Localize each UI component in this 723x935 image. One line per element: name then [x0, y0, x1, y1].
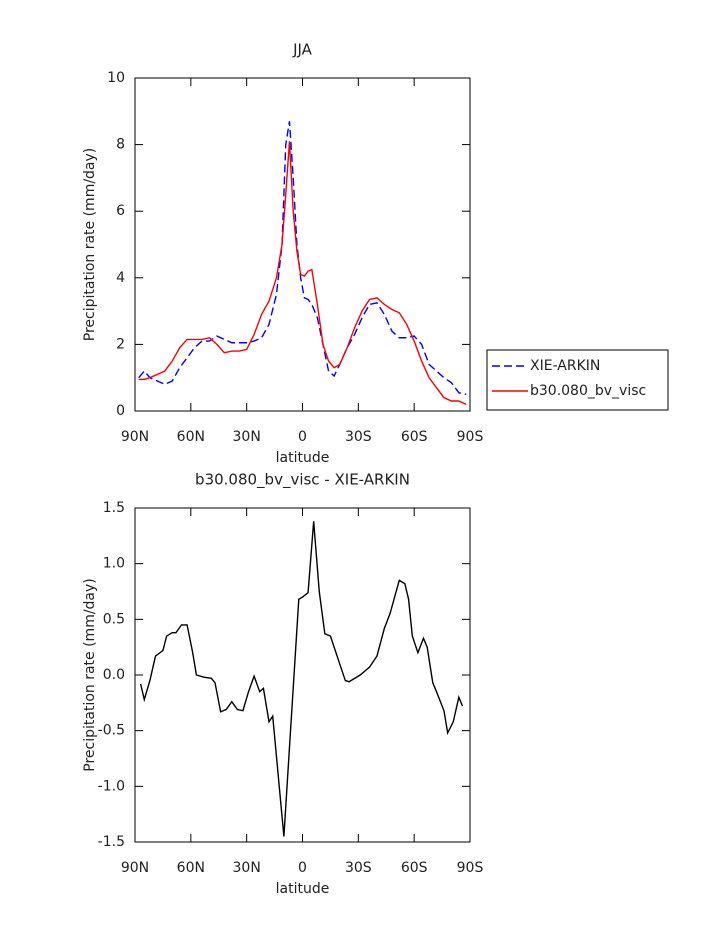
x-tick-label: 90N: [121, 860, 149, 876]
x-tick-label: 60N: [177, 860, 205, 876]
y-tick-label: 2: [116, 336, 125, 352]
data-line: [138, 121, 467, 396]
y-tick-label: 4: [116, 270, 125, 286]
y-tick-label: 10: [107, 70, 125, 86]
x-tick-label: 90S: [457, 860, 484, 876]
chart-title: JJA: [292, 41, 313, 59]
legend-label: b30.080_bv_visc: [530, 383, 646, 399]
x-axis-label: latitude: [276, 881, 330, 897]
y-tick-label: 0.5: [103, 611, 125, 627]
plot-frame: [134, 507, 471, 843]
y-tick-label: -0.5: [98, 723, 125, 739]
x-tick-label: 90S: [457, 429, 484, 445]
x-tick-label: 0: [298, 860, 307, 876]
y-tick-label: 1.0: [103, 556, 125, 572]
x-tick-label: 30N: [233, 429, 261, 445]
x-tick-label: 30S: [345, 860, 372, 876]
x-axis-label: latitude: [276, 450, 330, 466]
chart-title: b30.080_bv_visc - XIE-ARKIN: [195, 471, 410, 490]
x-tick-label: 0: [298, 429, 307, 445]
y-tick-label: -1.0: [98, 778, 125, 794]
y-tick-label: 8: [116, 137, 125, 153]
data-line: [139, 521, 464, 837]
legend-label: XIE-ARKIN: [530, 358, 600, 374]
x-tick-label: 90N: [121, 429, 149, 445]
y-tick-label: 6: [116, 203, 125, 219]
x-tick-label: 60N: [177, 429, 205, 445]
x-tick-label: 60S: [401, 860, 428, 876]
legend-box: [486, 349, 669, 411]
y-axis-label: Precipitation rate (mm/day): [82, 578, 98, 772]
y-tick-label: -1.5: [98, 834, 125, 850]
x-tick-label: 60S: [401, 429, 428, 445]
data-line: [138, 141, 467, 405]
y-tick-label: 0: [116, 403, 125, 419]
y-axis-label: Precipitation rate (mm/day): [82, 148, 98, 342]
y-tick-label: 0.0: [103, 667, 125, 683]
x-tick-label: 30S: [345, 429, 372, 445]
y-tick-label: 1.5: [103, 500, 125, 516]
plot-frame: [134, 77, 471, 412]
x-tick-label: 30N: [233, 860, 261, 876]
